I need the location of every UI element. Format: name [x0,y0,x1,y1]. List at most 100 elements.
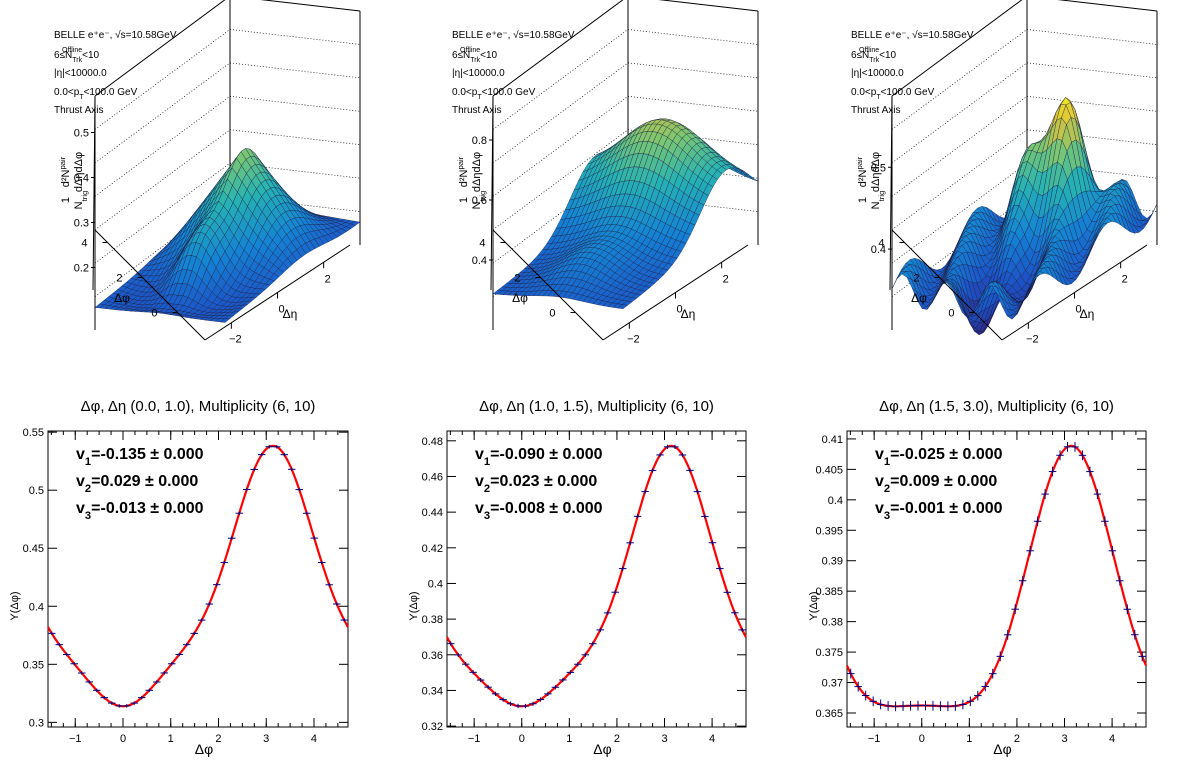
data-point [529,701,537,706]
z-title-den: dΔηdΔφ [73,152,85,192]
data-point [454,652,462,658]
phi-tick-label: 0 [151,308,157,320]
eta-axis-title: Δη [1080,307,1095,321]
phi-axis-line [492,229,604,341]
z-title-frac-den: Ntrig [73,191,89,210]
x-tick-label: 0 [919,733,925,745]
info-collision: BELLE e⁺e⁻, √s=10.58GeV [54,29,177,41]
data-point [589,641,597,646]
eta-tick-label: 2 [1122,273,1128,285]
z-axis-line [889,95,893,291]
info-pt-cut: 0.0<pT<100.0 GeV [54,87,138,101]
data-point [1123,604,1132,615]
z-axis-line [92,95,96,291]
z-title-frac-num: 1 [857,197,869,203]
data-point [884,701,892,711]
data-point [906,700,915,711]
data-point [708,540,717,545]
z-title-frac-num: 1 [60,197,72,203]
box-edge [260,0,361,12]
back-grid-line [627,95,759,112]
side-grid-line [891,129,1028,230]
eta-axis: −2 0 2 Δη [204,244,351,346]
eta-tick-label: −2 [1026,334,1039,346]
z-title-num: d²Npair [58,156,73,187]
data-point [273,445,281,449]
y-tick-label: 0.42 [422,543,443,555]
data-point [183,642,191,647]
y-tick-label: 0.32 [422,721,443,733]
z-title-frac-den: Ntrig [471,191,487,210]
data-point [936,701,945,712]
z-tick-label: 0.5 [74,128,89,140]
z-title-den: dΔηdΔφ [471,152,483,192]
data-point [944,701,952,712]
back-grid-line [627,29,759,45]
x-tick-label: 0 [120,733,126,745]
eta-tick-label: 0 [676,304,682,316]
side-grid-line [492,129,629,230]
z-tick-label: 0.6 [472,195,487,207]
data-point [611,590,619,595]
x-tick-label: 4 [1109,733,1115,745]
chart-title: Δφ, Δη (0.0, 1.0), Multiplicity (6, 10) [81,398,316,415]
y-tick-label: 0.38 [422,614,443,626]
data-point [521,703,530,709]
z-tick-label: 0.2 [74,263,89,275]
x-tick-label: −1 [468,733,481,745]
x-tick-label: 2 [215,733,221,745]
data-point [701,514,709,519]
data-point [168,662,176,666]
y-tick-label: 0.37 [822,678,843,690]
data-point [499,697,507,702]
data-point [1018,575,1027,586]
phi-axis-title: Δφ [512,291,528,305]
y-tick-label: 0.405 [815,464,843,476]
data-point [581,652,590,657]
data-point [847,668,855,679]
data-point [1026,545,1034,556]
x-tick-label: 3 [661,733,667,745]
data-point [974,690,982,701]
data-point [1063,441,1072,452]
y-tick-label: 0.44 [422,507,443,519]
info-pt-cut: 0.0<pT<100.0 GeV [452,87,536,101]
plot-frame [47,430,349,728]
data-point [603,610,612,616]
data-point [63,652,71,657]
fit-chart-1: Δφ, Δη (0.0, 1.0), Multiplicity (6, 10) −… [9,398,349,757]
info-pt-cut: 0.0<pT<100.0 GeV [851,87,935,101]
data-point [288,467,296,472]
z-axis: 0.4 0.6 0.8 [472,95,494,291]
fit-curve [47,444,349,708]
z-tick-label: 0.5 [871,162,886,174]
x-tick-label: 0 [519,733,525,745]
data-point [566,670,575,675]
y-tick-label: 0.48 [422,436,443,448]
side-grid-line [492,29,629,130]
y-tick-label: 0.34 [422,685,443,697]
data-point [469,670,477,675]
phi-axis: 0 2 4 Δφ [479,229,604,341]
data-points [847,441,1146,712]
data-point [899,701,907,711]
data-point [678,452,687,458]
box-edge [1057,0,1158,12]
data-point [153,680,161,684]
y-tick-label: 0.36 [422,650,443,662]
y-axis-title: Y(Δφ) [808,591,820,620]
y-tick-label: 0.365 [815,708,843,720]
eta-axis-title: Δη [283,307,298,321]
data-point [100,695,108,700]
data-point [633,514,642,519]
data-point [228,536,236,540]
y-tick-label: 0.5 [29,485,44,497]
data-point [723,590,732,595]
info-eta-cut: |η|<10000.0 [54,68,107,79]
y-tick-label: 0.38 [822,617,843,629]
x-tick-label: 1 [966,733,972,745]
data-point [1093,489,1102,499]
